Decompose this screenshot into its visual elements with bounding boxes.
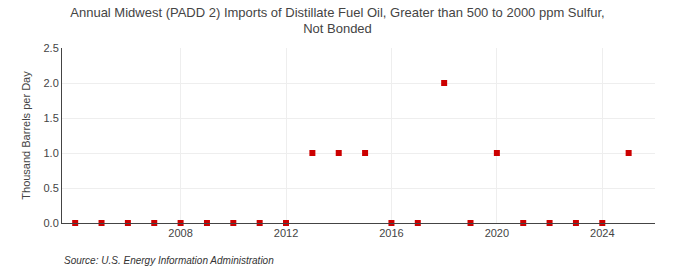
svg-text:2016: 2016 xyxy=(379,227,403,239)
svg-text:2.0: 2.0 xyxy=(44,77,59,89)
svg-text:2.5: 2.5 xyxy=(44,42,59,54)
svg-text:2020: 2020 xyxy=(485,227,509,239)
svg-text:1.0: 1.0 xyxy=(44,147,59,159)
svg-text:Thousand Barrels per Day: Thousand Barrels per Day xyxy=(20,71,32,200)
svg-text:2012: 2012 xyxy=(274,227,298,239)
svg-text:0.0: 0.0 xyxy=(44,217,59,229)
svg-text:0.5: 0.5 xyxy=(44,182,59,194)
svg-text:Annual Midwest (PADD 2) Import: Annual Midwest (PADD 2) Imports of Disti… xyxy=(70,5,604,37)
svg-text:2024: 2024 xyxy=(590,227,614,239)
svg-text:2008: 2008 xyxy=(168,227,192,239)
svg-text:1.5: 1.5 xyxy=(44,112,59,124)
svg-text:Source: U.S. Energy Informatio: Source: U.S. Energy Information Administ… xyxy=(64,255,274,266)
